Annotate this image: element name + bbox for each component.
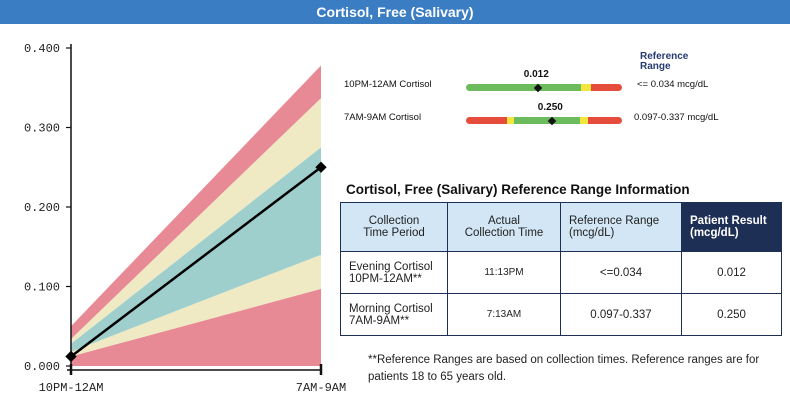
header-actual-time: Actual Collection Time xyxy=(447,202,561,252)
x-tick-label: 10PM-12AM xyxy=(39,381,104,395)
ref-range-bar xyxy=(466,84,622,91)
table-header-row: Collection Time Period Actual Collection… xyxy=(340,202,782,252)
reference-band xyxy=(71,98,321,344)
y-tick-label: 0.100 xyxy=(24,281,60,295)
y-tick-label: 0.400 xyxy=(24,42,60,56)
table-title: Cortisol, Free (Salivary) Reference Rang… xyxy=(346,182,690,197)
ref-bar-segment xyxy=(581,84,591,91)
cell-range: 0.097-0.337 xyxy=(560,293,682,336)
table-row: Evening Cortisol 10PM-12AM** 11:13PM <=0… xyxy=(340,251,782,294)
cell-range: <=0.034 xyxy=(560,251,682,294)
x-tick-label: 7AM-9AM xyxy=(296,381,346,395)
cell-time: 7:13AM xyxy=(447,293,561,336)
cell-period: Evening Cortisol 10PM-12AM** xyxy=(340,251,448,294)
reference-range-heading: Reference Range xyxy=(640,51,689,72)
reference-band xyxy=(71,288,321,366)
ref-bar-label: 7AM-9AM Cortisol xyxy=(344,112,422,123)
ref-bar-segment xyxy=(466,84,582,91)
series-line xyxy=(70,166,322,358)
chart-title: Cortisol, Free (Salivary) xyxy=(0,0,790,24)
ref-bar-value: 0.250 xyxy=(537,102,563,113)
cell-time: 11:13PM xyxy=(447,251,561,294)
data-point xyxy=(315,161,327,173)
ref-range-bar xyxy=(466,117,622,124)
ref-bar-segment xyxy=(579,117,588,124)
y-tick-label: 0.000 xyxy=(24,360,60,374)
y-tick-label: 0.300 xyxy=(24,122,60,136)
cell-result: 0.012 xyxy=(681,251,782,294)
ref-bar-segment xyxy=(506,117,515,124)
reference-band xyxy=(71,65,321,339)
ref-bar-range-text: <= 0.034 mcg/dL xyxy=(637,79,709,90)
header-reference-range: Reference Range (mcg/dL) xyxy=(560,202,682,252)
cell-period: Morning Cortisol 7AM-9AM** xyxy=(340,293,448,336)
ref-bar-range-text: 0.097-0.337 mcg/dL xyxy=(634,112,719,123)
ref-bar-segment xyxy=(590,84,622,91)
ref-bar-segment xyxy=(514,117,580,124)
table-row: Morning Cortisol 7AM-9AM** 7:13AM 0.097-… xyxy=(340,293,782,336)
reference-range-table: Collection Time Period Actual Collection… xyxy=(340,202,782,336)
cell-result: 0.250 xyxy=(681,293,782,336)
header-collection-period: Collection Time Period xyxy=(340,202,448,252)
reference-band xyxy=(71,254,321,357)
ref-bar-value: 0.012 xyxy=(523,69,549,80)
ref-bar-label: 10PM-12AM Cortisol xyxy=(344,79,432,90)
header-patient-result: Patient Result (mcg/dL) xyxy=(681,202,782,252)
reference-band xyxy=(71,147,321,352)
ref-bar-segment xyxy=(466,117,507,124)
footnote: **Reference Ranges are based on collecti… xyxy=(368,354,760,383)
ref-bar-segment xyxy=(587,117,622,124)
y-tick-label: 0.200 xyxy=(24,201,60,215)
